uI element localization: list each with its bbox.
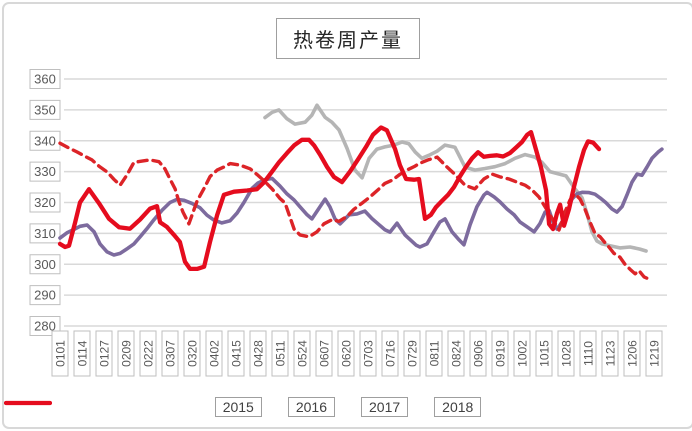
x-tick-box (205, 330, 223, 377)
x-tick-box (579, 330, 597, 377)
x-tick-label: 0824 (450, 340, 464, 367)
legend-label-2018: 2018 (434, 397, 482, 417)
x-tick-box (447, 330, 465, 377)
x-tick-box (51, 330, 69, 377)
x-tick-box (117, 330, 135, 377)
x-tick-label: 0415 (230, 340, 244, 367)
legend: 2015 2016 2017 2018 (4, 397, 692, 417)
x-tick-label: 1123 (604, 340, 618, 366)
x-tick-box (359, 330, 377, 377)
x-tick-label: 1219 (648, 340, 662, 367)
x-tick-box (381, 330, 399, 377)
y-tick-box (29, 223, 61, 244)
x-tick-label: 0209 (120, 340, 134, 367)
legend-item-2016: 2016 (4, 397, 335, 417)
legend-line-sample-2018 (4, 400, 52, 406)
x-tick-box (645, 330, 663, 377)
series-2015-line (263, 103, 648, 253)
x-tick-box (403, 330, 421, 377)
x-tick-label: 0620 (340, 340, 354, 367)
legend-label-2016: 2016 (287, 397, 335, 417)
x-tick-label: 0101 (54, 340, 68, 367)
y-tick-box (29, 99, 61, 120)
x-tick-box (249, 330, 267, 377)
x-tick-box (293, 330, 311, 377)
x-tick-box (601, 330, 619, 377)
x-tick-box (557, 330, 575, 377)
y-tick-box (29, 254, 61, 275)
x-tick-label: 0703 (362, 340, 376, 367)
x-tick-label: 0127 (98, 340, 112, 367)
legend-item-2017: 2017 (4, 397, 409, 417)
plot-area: 360 350 340 330 320 310 300 290 280 0101 0114 0127 0… (29, 69, 667, 377)
x-tick-box (95, 330, 113, 377)
x-tick-label: 1206 (626, 340, 640, 367)
y-tick-label: 310 (34, 226, 56, 241)
x-tick-label: 0320 (186, 340, 200, 367)
legend-item-2015: 2015 (4, 397, 262, 417)
x-tick-label: 1015 (538, 340, 552, 367)
x-tick-label: 1028 (560, 340, 574, 367)
x-tick-label: 0511 (274, 340, 288, 366)
x-tick-box (491, 330, 509, 377)
x-tick-label: 1002 (516, 340, 530, 367)
x-tick-label: 0222 (142, 340, 156, 367)
legend-label-2015: 2015 (214, 397, 262, 417)
x-tick-label: 0428 (252, 340, 266, 367)
y-tick-box (29, 285, 61, 306)
x-tick-label: 0716 (384, 340, 398, 367)
x-tick-box (513, 330, 531, 377)
y-tick-label: 320 (34, 195, 56, 210)
legend-item-2018: 2018 (4, 397, 482, 417)
x-tick-box (337, 330, 355, 377)
x-tick-box (183, 330, 201, 377)
y-tick-label: 340 (34, 133, 56, 148)
x-tick-label: 0402 (208, 340, 222, 367)
x-tick-label: 0811 (428, 340, 442, 366)
x-tick-box (623, 330, 641, 377)
x-tick-box (425, 330, 443, 377)
series-2017-line (58, 141, 654, 283)
y-tick-label: 360 (34, 72, 56, 87)
chart-title: 热卷周产量 (276, 18, 420, 59)
x-tick-label: 0919 (494, 340, 508, 367)
y-tick-box (29, 192, 61, 213)
legend-label-2017: 2017 (361, 397, 409, 417)
x-tick-box (535, 330, 553, 377)
y-tick-box (29, 130, 61, 151)
x-tick-label: 0524 (296, 340, 310, 367)
x-tick-label: 0906 (472, 340, 486, 367)
x-tick-label: 0729 (406, 340, 420, 367)
x-tick-label: 1110 (582, 341, 596, 366)
y-tick-box (29, 69, 61, 89)
x-tick-label: 0607 (318, 340, 332, 367)
y-tick-box (29, 161, 61, 182)
x-tick-label: 0307 (164, 340, 178, 367)
series-2018-line (57, 125, 602, 272)
x-tick-box (469, 330, 487, 377)
x-tick-box (161, 330, 179, 377)
x-tick-label: 0114 (76, 340, 90, 366)
series-2016-line (58, 147, 664, 257)
x-tick-box (315, 330, 333, 377)
x-tick-box (73, 330, 91, 377)
x-tick-box (227, 330, 245, 377)
y-tick-label: 300 (34, 257, 56, 272)
x-tick-box (271, 330, 289, 377)
y-tick-label: 290 (34, 288, 56, 303)
x-tick-box (139, 330, 157, 377)
y-tick-label: 330 (34, 164, 56, 179)
y-tick-label: 350 (34, 102, 56, 117)
y-tick-label: 280 (34, 319, 56, 334)
